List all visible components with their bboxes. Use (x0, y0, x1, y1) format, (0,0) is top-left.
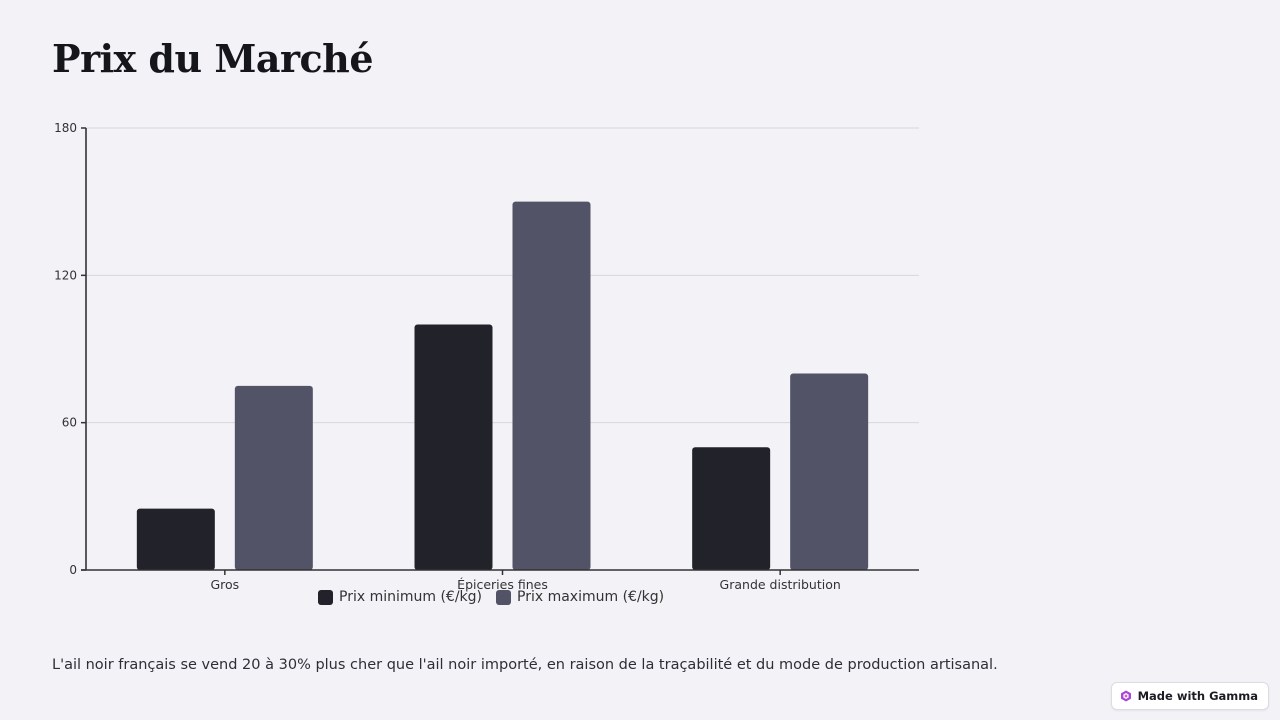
y-tick-label: 0 (69, 563, 77, 577)
chart-caption: L'ail noir français se vend 20 à 30% plu… (52, 657, 998, 673)
bar-min-2[interactable] (692, 447, 771, 570)
y-tick-label: 180 (54, 121, 77, 135)
page-title: Prix du Marché (52, 36, 374, 81)
badge-label: Made with Gamma (1137, 689, 1258, 703)
grid-lines (86, 127, 919, 424)
gamma-logo-icon (1120, 690, 1131, 702)
bar-max-2[interactable] (790, 373, 869, 570)
chart-legend: Prix minimum (€/kg) Prix maximum (€/kg) (318, 589, 678, 605)
bar-max-1[interactable] (512, 201, 591, 570)
legend-item-max[interactable]: Prix maximum (€/kg) (496, 589, 664, 605)
bar-max-0[interactable] (234, 385, 313, 570)
x-tick-label: Épiceries fines (457, 577, 548, 592)
legend-swatch-min (318, 589, 333, 605)
made-with-gamma-badge[interactable]: Made with Gamma (1110, 682, 1269, 710)
axis-labels: 0 60 120 180 Gros Épiceries fines Grande distr… (54, 121, 841, 592)
x-tick-label: Gros (210, 577, 239, 592)
axes (81, 127, 919, 575)
legend-label-max: Prix maximum (€/kg) (517, 589, 665, 605)
legend-label-min: Prix minimum (€/kg) (339, 589, 483, 605)
y-tick-label: 60 (62, 416, 77, 430)
bar-min-0[interactable] (136, 508, 215, 570)
legend-item-min[interactable]: Prix minimum (€/kg) (318, 589, 482, 605)
y-tick-label: 120 (54, 268, 77, 282)
bars (136, 201, 869, 570)
bar-min-1[interactable] (414, 324, 493, 570)
legend-swatch-max (496, 589, 512, 605)
x-tick-label: Grande distribution (720, 577, 841, 592)
